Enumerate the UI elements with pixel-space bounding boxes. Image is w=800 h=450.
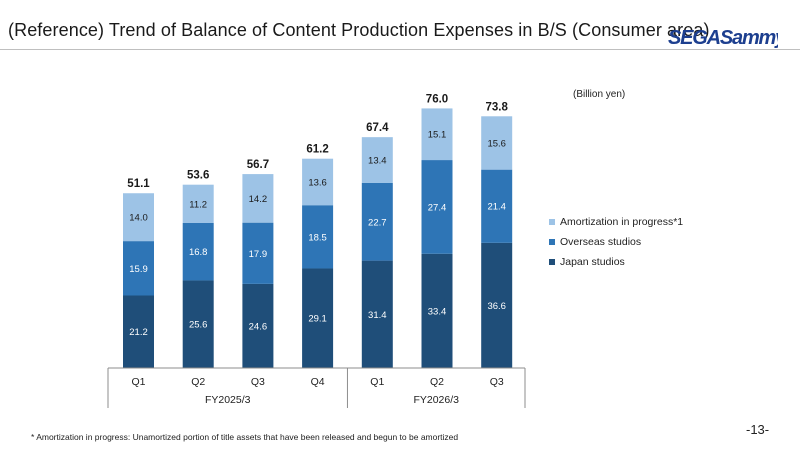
chart-legend: Amortization in progress*1 Overseas studi… [549,212,683,272]
data-label: 31.4 [368,310,387,321]
bar-segment [302,205,334,269]
data-label: 15.6 [487,138,506,149]
data-label: 21.4 [487,202,506,213]
unit-label: (Billion yen) [573,89,626,100]
data-label: 21.2 [129,327,148,338]
legend-item: Overseas studios [549,232,683,252]
data-label: 14.0 [129,213,148,224]
page-title: (Reference) Trend of Balance of Content … [8,20,710,40]
total-label: 76.0 [426,93,448,105]
total-label: 53.6 [187,170,209,182]
legend-swatch [549,239,555,245]
data-label: 16.8 [189,247,208,258]
bar-segment [123,295,154,368]
x-tick-label: Q1 [370,376,384,388]
bar-segment [361,137,393,183]
footnote: * Amortization in progress: Unamortized … [31,432,459,442]
page-number: -13- [746,422,770,437]
data-label: 25.6 [189,320,208,331]
title-divider [0,49,800,50]
bar-segment [361,260,393,368]
bar-segment [123,193,154,242]
x-tick-label: Q1 [131,376,145,388]
bar-segment [421,160,453,254]
data-label: 17.9 [249,249,268,260]
data-label: 18.5 [308,232,327,243]
data-label: 36.6 [487,301,506,312]
x-tick-label: Q2 [191,376,205,388]
total-label: 51.1 [127,178,150,190]
bar-segment [302,158,334,206]
x-tick-label: Q2 [430,376,444,388]
bar-segment [481,169,513,243]
data-label: 24.6 [249,321,268,332]
svg-text:SEGASammy: SEGASammy [668,27,778,48]
bar-segment [242,174,274,223]
bar-segment [242,283,274,368]
legend-label: Amortization in progress*1 [560,216,684,228]
data-label: 13.4 [368,156,387,167]
bar-segment [182,184,214,223]
bar-segment [302,268,334,368]
company-logo: SEGASammy [668,26,788,49]
total-label: 67.4 [366,122,389,134]
data-label: 29.1 [308,314,327,325]
data-label: 11.2 [189,199,207,210]
data-label: 14.2 [249,194,268,205]
x-tick-label: Q3 [490,376,504,388]
legend-item: Japan studios [549,252,683,272]
data-label: 33.4 [428,306,447,317]
bar-segment [242,222,274,284]
bar-segment [421,253,453,368]
data-label: 27.4 [428,202,447,213]
bar-segment [421,108,453,161]
bar-segment [182,280,214,368]
legend-swatch [549,259,555,265]
x-group-label: FY2025/3 [205,394,251,406]
data-label: 13.6 [308,177,327,188]
x-tick-label: Q4 [311,376,325,388]
data-label: 15.1 [428,130,447,141]
bar-segment [361,182,393,261]
bar-segment [481,242,513,368]
x-group-label: FY2026/3 [413,394,459,406]
total-label: 73.8 [486,101,509,113]
data-label: 15.9 [129,264,148,275]
bar-segment [123,241,154,296]
legend-item: Amortization in progress*1 [549,212,683,232]
legend-label: Japan studios [560,256,625,268]
x-tick-label: Q3 [251,376,265,388]
legend-label: Overseas studios [560,236,642,248]
total-label: 56.7 [247,159,269,171]
total-label: 61.2 [306,144,328,156]
bar-segment [182,222,214,281]
bar-segment [481,116,513,170]
data-label: 22.7 [368,217,387,228]
legend-swatch [549,219,555,225]
